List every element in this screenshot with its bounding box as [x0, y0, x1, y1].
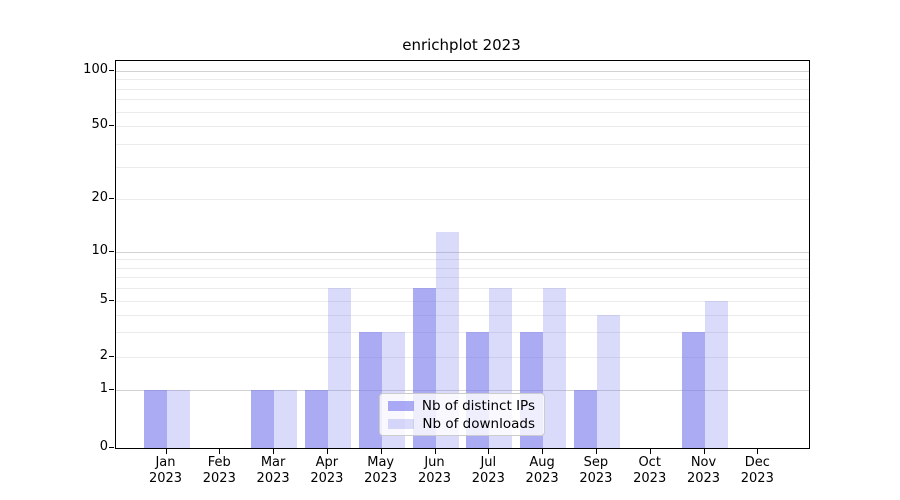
- bar-downloads-jan: [166, 390, 190, 448]
- x-tick-mark: [434, 448, 436, 454]
- gridline-y-70: [116, 99, 809, 101]
- gridline-y-2: [116, 357, 809, 358]
- x-tick-label-mar: Mar 2023: [256, 455, 290, 486]
- bar-distinct-ips-may: [358, 332, 382, 448]
- x-tick-mark: [703, 448, 705, 454]
- gridline-y-100: [116, 71, 809, 72]
- y-tick-label-2: 2: [99, 348, 108, 363]
- x-tick-mark: [326, 448, 329, 454]
- gridline-y-3: [116, 332, 809, 334]
- y-tick-label-0: 0: [99, 439, 108, 454]
- y-tick-mark: [109, 356, 114, 358]
- bar-downloads-mar: [274, 390, 298, 448]
- gridline-y-9: [116, 259, 809, 261]
- y-tick-mark: [109, 251, 114, 253]
- gridline-y-6: [116, 288, 809, 290]
- x-tick-mark: [219, 448, 221, 454]
- x-tick-label-jul: Jul 2023: [471, 455, 505, 486]
- y-tick-mark: [109, 125, 114, 127]
- x-tick-label-jan: Jan 2023: [148, 455, 183, 486]
- bar-downloads-apr: [327, 288, 351, 448]
- gridline-y-50: [116, 126, 809, 127]
- x-tick-mark: [273, 448, 275, 454]
- legend-swatch-distinct-ips: [388, 400, 414, 411]
- y-tick-label-100: 100: [83, 62, 108, 77]
- x-tick-mark: [488, 448, 490, 454]
- gridline-y-90: [116, 79, 809, 81]
- bar-distinct-ips-sep: [573, 390, 597, 448]
- chart-title: enrichplot 2023: [402, 36, 521, 54]
- plot-area: [115, 60, 810, 449]
- y-tick-label-20: 20: [91, 190, 108, 205]
- gridline-y-1: [116, 390, 809, 391]
- y-tick-label-5: 5: [99, 292, 108, 307]
- gridline-y-30: [116, 166, 809, 168]
- gridline-y-20: [116, 199, 809, 200]
- x-tick-mark: [595, 448, 598, 454]
- gridline-y-40: [116, 143, 809, 145]
- bar-distinct-ips-apr: [304, 390, 328, 448]
- gridline-y-5: [116, 301, 809, 302]
- gridline-y-7: [116, 277, 809, 279]
- x-tick-label-dec: Dec 2023: [740, 455, 774, 486]
- gridline-y-60: [116, 111, 809, 113]
- gridline-y-4: [116, 314, 809, 316]
- legend-item-distinct-ips: Nb of distinct IPs: [380, 397, 544, 414]
- y-tick-label-1: 1: [99, 381, 108, 396]
- gridline-y-8: [116, 267, 809, 269]
- bar-distinct-ips-jan: [143, 390, 167, 448]
- x-tick-label-may: May 2023: [364, 455, 398, 486]
- x-tick-label-aug: Aug 2023: [525, 455, 559, 486]
- y-tick-mark: [109, 389, 114, 391]
- x-tick-mark: [542, 448, 544, 454]
- x-tick-mark: [165, 448, 167, 454]
- legend-label-distinct-ips: Nb of distinct IPs: [421, 397, 535, 414]
- bar-downloads-aug: [543, 288, 567, 448]
- gridline-y-80: [116, 88, 809, 90]
- x-tick-label-nov: Nov 2023: [686, 455, 721, 486]
- x-tick-label-apr: Apr 2023: [310, 455, 344, 486]
- gridline-y-10: [116, 252, 809, 253]
- x-tick-label-jun: Jun 2023: [417, 455, 452, 486]
- bar-downloads-nov: [704, 301, 728, 448]
- x-tick-label-oct: Oct 2023: [633, 455, 667, 486]
- bar-distinct-ips-nov: [681, 332, 705, 448]
- x-tick-mark: [380, 448, 382, 454]
- bar-downloads-sep: [596, 314, 620, 448]
- legend-label-downloads: Nb of downloads: [422, 415, 535, 432]
- y-tick-label-10: 10: [91, 243, 108, 258]
- legend-item-downloads: Nb of downloads: [380, 415, 544, 432]
- y-tick-mark: [109, 447, 114, 449]
- bar-distinct-ips-mar: [251, 390, 275, 448]
- y-tick-mark: [109, 300, 114, 302]
- legend: Nb of distinct IPs Nb of downloads: [379, 393, 545, 436]
- x-tick-label-feb: Feb 2023: [202, 455, 236, 486]
- y-tick-label-50: 50: [91, 117, 108, 132]
- legend-swatch-downloads: [388, 418, 414, 429]
- x-tick-label-sep: Sep 2023: [579, 455, 613, 486]
- x-tick-mark: [649, 448, 651, 454]
- x-tick-mark: [757, 448, 759, 454]
- y-tick-mark: [109, 198, 114, 200]
- y-tick-mark: [109, 70, 114, 72]
